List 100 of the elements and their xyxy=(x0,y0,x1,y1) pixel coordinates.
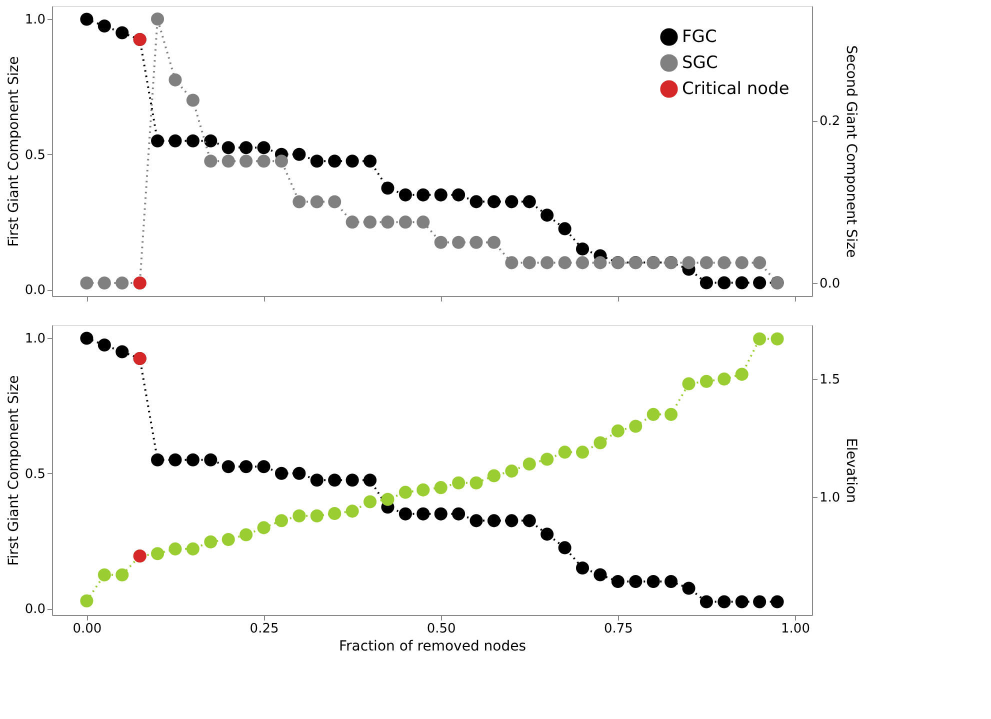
point xyxy=(594,436,607,450)
point xyxy=(576,561,590,574)
point xyxy=(700,256,713,270)
point xyxy=(346,504,359,518)
point xyxy=(611,424,624,438)
point xyxy=(434,188,448,202)
point xyxy=(240,141,253,154)
legend-label: Critical node xyxy=(682,79,790,99)
point xyxy=(151,453,164,466)
point xyxy=(80,332,94,345)
legend-label: SGC xyxy=(682,53,718,73)
y2-tick-label: 0.0 xyxy=(820,276,840,292)
point xyxy=(487,195,500,208)
x-tick-label: 0.25 xyxy=(250,622,279,636)
y2-axis-title: Second Giant Component Size xyxy=(843,45,860,258)
point xyxy=(168,542,182,556)
point xyxy=(240,528,253,542)
point xyxy=(452,236,466,249)
point xyxy=(718,256,731,270)
point xyxy=(682,256,696,270)
point xyxy=(470,195,483,208)
legend-label: FGC xyxy=(682,27,717,47)
point xyxy=(116,276,129,290)
point xyxy=(735,276,748,290)
point xyxy=(98,276,111,290)
point xyxy=(98,568,111,582)
y-axis-title: First Giant Component Size xyxy=(6,56,22,247)
point xyxy=(682,377,696,390)
point xyxy=(116,345,129,358)
point xyxy=(204,154,218,168)
point xyxy=(505,464,518,478)
point xyxy=(328,154,342,168)
y-tick-label: 1.0 xyxy=(24,332,46,347)
point xyxy=(364,216,377,229)
point xyxy=(222,532,235,546)
point xyxy=(257,141,270,154)
point xyxy=(629,574,642,588)
point xyxy=(522,457,536,470)
point xyxy=(381,492,394,506)
point xyxy=(151,547,164,560)
point xyxy=(540,452,554,466)
point xyxy=(398,216,412,229)
point xyxy=(222,460,235,474)
point xyxy=(646,408,660,421)
x-tick-label: 0.50 xyxy=(426,622,456,636)
point xyxy=(186,134,200,148)
point xyxy=(753,332,766,346)
point xyxy=(505,514,518,528)
point xyxy=(522,195,536,208)
point xyxy=(328,195,342,208)
point xyxy=(452,188,466,202)
point xyxy=(629,420,642,433)
point xyxy=(558,541,572,554)
point xyxy=(735,595,748,608)
x-tick-label: 1.00 xyxy=(781,622,810,636)
point xyxy=(522,256,536,270)
point xyxy=(328,474,342,487)
point xyxy=(186,542,200,556)
x-tick-label: 0.00 xyxy=(72,622,102,636)
y-tick-label: 1.0 xyxy=(24,12,46,28)
point xyxy=(487,236,500,249)
point xyxy=(416,483,430,496)
point xyxy=(168,134,182,148)
point xyxy=(151,134,164,148)
point xyxy=(274,466,288,480)
point xyxy=(718,276,731,290)
point xyxy=(682,582,696,595)
point xyxy=(753,256,766,270)
point xyxy=(594,256,607,270)
point xyxy=(204,535,218,548)
point xyxy=(274,154,288,168)
point xyxy=(292,466,306,480)
point xyxy=(381,182,394,195)
point xyxy=(398,507,412,520)
point xyxy=(735,256,748,270)
point xyxy=(700,374,713,388)
y-tick-label: 0.0 xyxy=(24,283,46,298)
point xyxy=(718,595,731,608)
point xyxy=(505,256,518,270)
point xyxy=(522,514,536,528)
point xyxy=(257,460,270,474)
y2-tick-label: 0.2 xyxy=(820,114,840,130)
point xyxy=(204,134,218,148)
point xyxy=(664,408,678,421)
point xyxy=(558,222,572,236)
point xyxy=(168,73,182,86)
point xyxy=(98,19,111,33)
point xyxy=(416,188,430,202)
point xyxy=(381,216,394,229)
point xyxy=(576,242,590,256)
point xyxy=(487,469,500,482)
y2-tick-label: 1.5 xyxy=(820,372,840,388)
y2-tick-label: 1.0 xyxy=(820,490,840,506)
point xyxy=(611,574,624,588)
point xyxy=(80,594,94,608)
point xyxy=(204,453,218,466)
point xyxy=(470,236,483,249)
point xyxy=(540,256,554,270)
point xyxy=(540,528,554,541)
point xyxy=(292,509,306,522)
